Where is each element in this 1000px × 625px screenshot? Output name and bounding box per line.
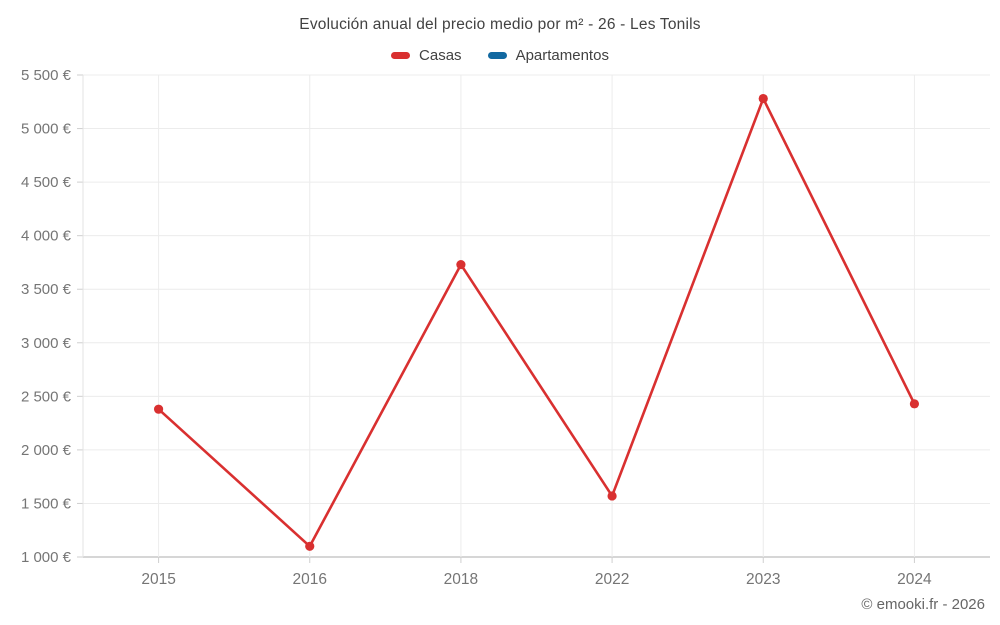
- data-point-casas-2022[interactable]: [607, 491, 617, 501]
- x-tick-label: 2018: [444, 571, 478, 588]
- data-point-casas-2024[interactable]: [909, 399, 920, 409]
- legend-label-casas: Casas: [419, 47, 462, 64]
- data-point-casas-2018[interactable]: [456, 259, 466, 270]
- legend-item-casas[interactable]: Casas: [391, 47, 462, 64]
- y-tick-label: 1 500 €: [21, 495, 72, 512]
- apartamentos-color-swatch: [487, 52, 507, 59]
- legend-label-apartamentos: Apartamentos: [515, 47, 609, 64]
- casas-color-swatch: [391, 52, 411, 59]
- y-tick-label: 5 500 €: [21, 67, 72, 84]
- y-tick-label: 2 500 €: [21, 388, 72, 405]
- data-point-casas-2023[interactable]: [758, 93, 768, 104]
- y-tick-label: 1 000 €: [21, 549, 72, 566]
- x-tick-label: 2015: [141, 571, 175, 588]
- y-tick-label: 4 500 €: [21, 174, 72, 191]
- data-point-casas-2015[interactable]: [153, 404, 164, 414]
- x-tick-label: 2022: [595, 571, 629, 588]
- y-tick-label: 3 000 €: [21, 335, 72, 352]
- data-point-casas-2016[interactable]: [305, 541, 315, 551]
- legend-item-apartamentos[interactable]: Apartamentos: [487, 47, 609, 64]
- credit-text: © emooki.fr - 2026: [861, 596, 985, 613]
- series-line-casas: [157, 97, 916, 548]
- x-tick-label: 2024: [897, 571, 932, 588]
- y-tick-label: 4 000 €: [21, 228, 72, 245]
- legend: Casas Apartamentos: [0, 47, 1000, 64]
- x-tick-label: 2023: [746, 571, 780, 588]
- y-tick-label: 2 000 €: [21, 442, 72, 459]
- chart-title: Evolución anual del precio medio por m² …: [299, 16, 701, 33]
- x-tick-label: 2016: [293, 571, 327, 588]
- y-tick-label: 3 500 €: [21, 281, 72, 298]
- y-tick-label: 5 000 €: [21, 121, 72, 138]
